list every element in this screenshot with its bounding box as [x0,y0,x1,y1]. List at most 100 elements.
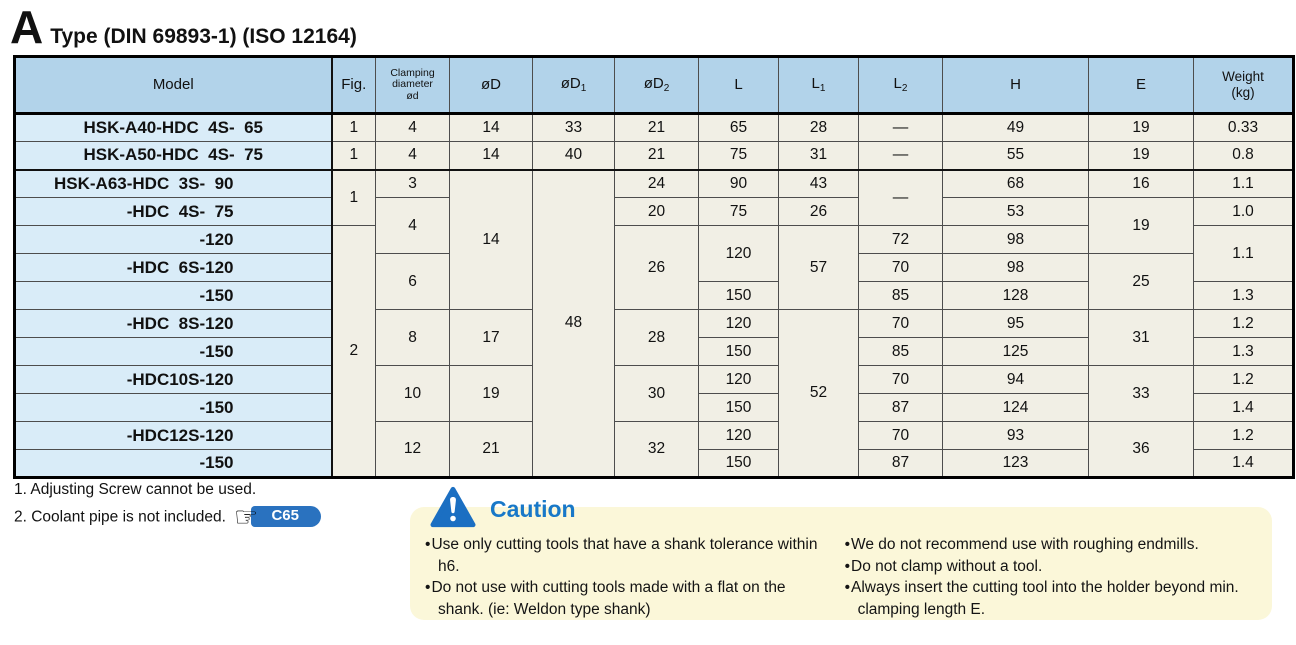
column-header-0: Model [14,56,333,115]
pointing-hand-icon: ☞ [233,501,259,532]
value-cell: — [858,169,943,226]
value-cell: 1.2 [1193,365,1294,394]
caution-panel: Use only cutting tools that have a shank… [410,507,1272,620]
value-cell: 20 [614,197,699,226]
value-cell: 4 [375,197,450,254]
value-cell: 128 [942,281,1089,310]
column-header-8: L2 [858,56,943,115]
table-row: -150 150 85 125 1.3 [14,337,1294,366]
column-header-1: Fig. [331,56,376,115]
value-cell: 31 [1088,309,1194,366]
model-cell: HSK-A63-HDC 3S- 90 [14,169,333,198]
value-cell: 95 [942,309,1089,338]
value-cell: 123 [942,449,1089,478]
value-cell: 125 [942,337,1089,366]
value-cell: 16 [1088,169,1194,198]
value-cell: 21 [614,141,699,171]
value-cell: 43 [778,169,859,198]
caution-bullet: We do not recommend use with roughing en… [845,534,1262,556]
footnote-2: 2. Coolant pipe is not included. ☞ C65 [14,501,322,532]
page-reference-link[interactable]: ☞ C65 [233,501,322,532]
value-cell: 33 [532,113,615,142]
column-header-11: Weight (kg) [1193,56,1294,115]
value-cell: 17 [449,309,533,366]
value-cell: 3 [375,169,450,198]
value-cell: 30 [614,365,699,422]
value-cell: 70 [858,365,943,394]
value-cell: 1.2 [1193,421,1294,450]
value-cell: 120 [698,421,779,450]
model-cell: -150 [14,393,333,422]
value-cell: 1.4 [1193,449,1294,478]
spec-table: Model Fig. Clamping diameter ød øD øD1 øD2 L L1 L2… [13,55,1295,479]
value-cell: 36 [1088,421,1194,478]
table-row: HSK-A50-HDC 4S- 75 1 4 14 40 21 75 31—55 19 0.8 [14,141,1294,171]
table-row: -HDC10S-120 10 19 30 120 70 94 33 1.2 [14,365,1294,422]
value-cell: 1.4 [1193,393,1294,422]
value-cell: 40 [532,141,615,171]
spec-table-body: HSK-A40-HDC 4S- 65 1 4 14 33 21 65 28—49 19 0.33 H… [14,113,1294,478]
value-cell: 98 [942,225,1089,254]
value-cell: 1.1 [1193,225,1294,282]
value-cell: 85 [858,281,943,310]
value-cell: 19 [1088,113,1194,142]
value-cell: 0.8 [1193,141,1294,171]
value-cell: 1.3 [1193,337,1294,366]
value-cell: 93 [942,421,1089,450]
value-cell: 25 [1088,253,1194,310]
value-cell: 53 [942,197,1089,226]
value-cell: 6 [375,253,450,310]
value-cell: 31 [778,141,859,171]
model-cell: -HDC 8S-120 [14,309,333,338]
value-cell: 68 [942,169,1089,198]
value-cell: — [858,141,943,171]
model-cell: HSK-A50-HDC 4S- 75 [14,141,333,171]
value-cell: 28 [778,113,859,142]
value-cell: 1.0 [1193,197,1294,226]
value-cell: 55 [942,141,1089,171]
value-cell: 4 [375,141,450,171]
column-header-4: øD1 [532,56,615,115]
caution-header: Caution [430,486,576,529]
value-cell: 1 [331,113,376,142]
model-cell: -120 [14,225,333,254]
value-cell: 94 [942,365,1089,394]
value-cell: 57 [778,225,859,310]
value-cell: 120 [698,225,779,282]
value-cell: 10 [375,365,450,422]
caution-list-right: We do not recommend use with roughing en… [845,534,1262,620]
caution-list-left: Use only cutting tools that have a shank… [425,534,825,620]
page-title: A Type (DIN 69893-1) (ISO 12164) [10,0,357,54]
value-cell: 98 [942,253,1089,282]
model-cell: -HDC10S-120 [14,365,333,394]
value-cell: 19 [449,365,533,422]
value-cell: 150 [698,449,779,478]
table-row: HSK-A63-HDC 3S- 90 1 3 14 48 24 90 43—68 16 1.1 [14,169,1294,478]
caution-bullet: Use only cutting tools that have a shank… [425,534,825,577]
value-cell: 32 [614,421,699,478]
column-header-10: E [1088,56,1194,115]
column-header-7: L1 [778,56,859,115]
model-cell: HSK-A40-HDC 4S- 65 [14,113,333,142]
value-cell: 28 [614,309,699,366]
caution-bullet: Always insert the cutting tool into the … [845,577,1262,620]
spec-table-head: Model Fig. Clamping diameter ød øD øD1 øD2 L L1 L2… [14,56,1294,115]
value-cell: 1.2 [1193,309,1294,338]
model-cell: -150 [14,281,333,310]
section-title-text: Type (DIN 69893-1) (ISO 12164) [50,25,357,48]
value-cell: 21 [449,421,533,478]
column-header-2: Clamping diameter ød [375,56,450,115]
value-cell: 1.3 [1193,281,1294,310]
value-cell: 0.33 [1193,113,1294,142]
value-cell: 72 [858,225,943,254]
table-row: HSK-A40-HDC 4S- 65 1 4 14 33 21 65 28—49 19 0.33 [14,113,1294,142]
footnotes: 1. Adjusting Screw cannot be used. 2. Co… [14,480,322,534]
value-cell: 75 [698,141,779,171]
value-cell: 52 [778,309,859,478]
value-cell: 48 [532,169,615,478]
table-row: -HDC12S-120 12 21 32 120 70 93 36 1.2 [14,421,1294,478]
value-cell: 70 [858,309,943,338]
table-row: -HDC 8S-120 8 17 28 120 52 70 95 31 1.2 [14,309,1294,478]
model-cell: -150 [14,337,333,366]
